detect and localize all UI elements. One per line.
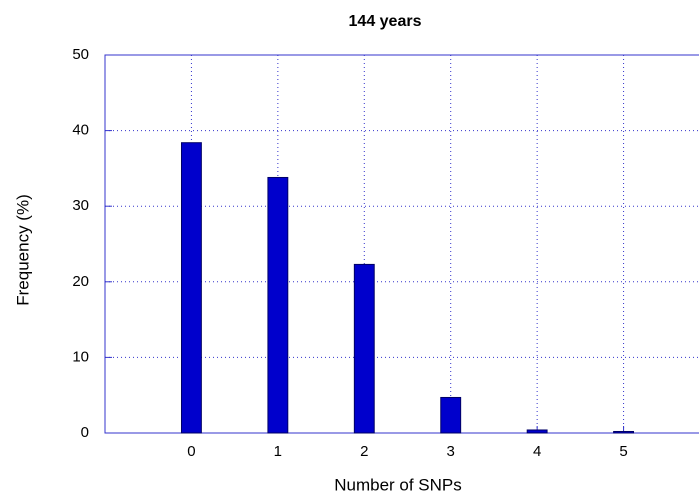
bar <box>526 429 548 434</box>
bar <box>267 176 289 434</box>
bar <box>180 142 202 434</box>
x-tick-label: 3 <box>447 443 455 460</box>
x-axis-label: Number of SNPs <box>334 475 462 494</box>
bar <box>353 263 375 434</box>
y-axis-label: Frequency (%) <box>13 194 32 305</box>
x-tick-label: 0 <box>187 443 195 460</box>
x-tick-label: 1 <box>274 443 282 460</box>
x-tick-label: 5 <box>619 443 627 460</box>
x-tick-label: 4 <box>533 443 541 460</box>
bar <box>613 430 635 434</box>
y-tick-label: 40 <box>72 122 89 139</box>
y-tick-label: 20 <box>72 273 89 290</box>
bar <box>440 396 462 434</box>
x-tick-label: 2 <box>360 443 368 460</box>
y-tick-label: 50 <box>72 46 89 63</box>
y-tick-label: 10 <box>72 348 89 365</box>
chart-title: 144 years <box>349 13 422 30</box>
y-tick-label: 0 <box>81 424 89 441</box>
plot-frame <box>104 54 699 434</box>
y-tick-label: 30 <box>72 197 89 214</box>
